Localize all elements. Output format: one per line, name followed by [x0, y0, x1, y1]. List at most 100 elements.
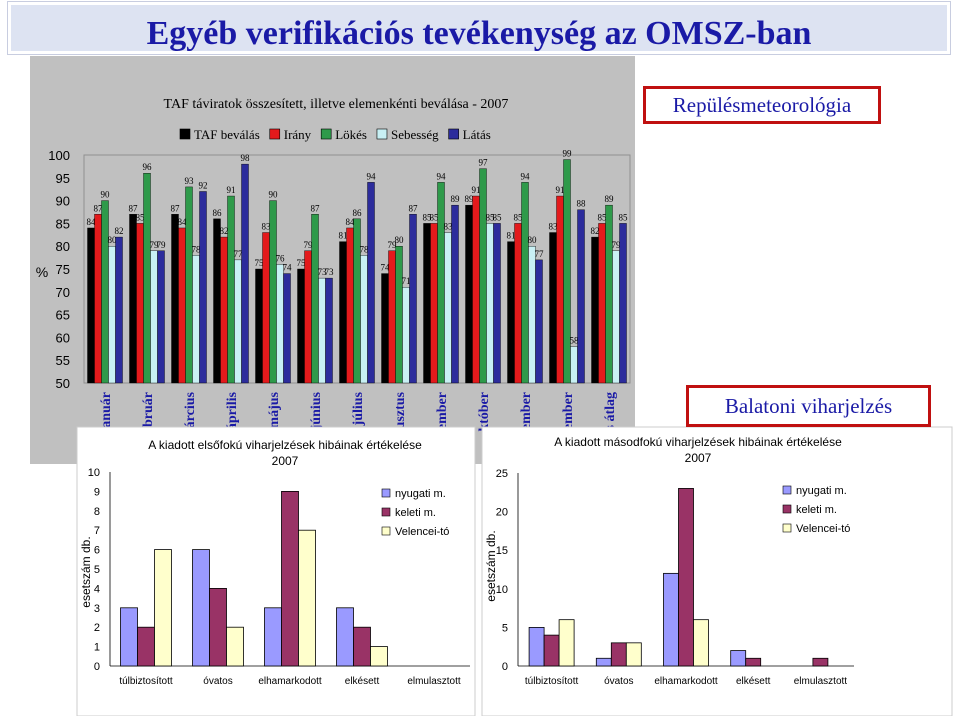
b2-bar	[812, 657, 829, 667]
b2-x-tick-label: elhamarkodott	[654, 676, 718, 687]
b2-y-tick-label: 10	[496, 584, 508, 596]
taf-x-tick-label: tember	[435, 392, 450, 435]
taf-x-tick-label: április	[225, 391, 240, 430]
b2-legend-swatch	[782, 504, 792, 514]
b1-x-tick-label: óvatos	[203, 676, 232, 687]
taf-y-tick-label: 70	[56, 285, 70, 300]
taf-data-label: 84	[346, 217, 356, 227]
b1-y-tick-label: 7	[94, 525, 100, 537]
taf-data-label: 81	[507, 231, 516, 241]
b2-title: A kiadott másodfokú viharjelzések hibáin…	[554, 435, 842, 449]
taf-data-label: 94	[521, 171, 531, 181]
taf-bar	[535, 259, 543, 384]
taf-data-label: 97	[479, 158, 489, 168]
b1-title: A kiadott elsőfokú viharjelzések hibáina…	[148, 438, 422, 452]
taf-legend-swatch	[448, 128, 459, 140]
b2-y-tick-label: 0	[502, 661, 508, 673]
taf-y-tick-label: 80	[56, 239, 70, 254]
b2-bar	[543, 634, 560, 667]
b1-y-tick-label: 8	[94, 506, 100, 518]
taf-data-label: 76	[276, 253, 286, 263]
taf-legend-swatch	[376, 128, 388, 140]
balatoni-viharjelzes-badge: Balatoni viharjelzés	[686, 385, 931, 427]
b1-x-tick-label: elkésett	[345, 676, 380, 687]
taf-legend: TAF beválás Irány Lökés Sebesség Látás	[179, 127, 491, 142]
taf-data-label: 89	[451, 194, 461, 204]
b2-background	[481, 426, 953, 716]
taf-y-tick-label: 95	[56, 171, 70, 186]
taf-data-label: 75	[255, 258, 265, 268]
b2-x-tick-label: óvatos	[604, 676, 633, 687]
taf-y-tick-label: 75	[56, 262, 70, 277]
taf-data-label: 83	[262, 222, 272, 232]
taf-data-label: 79	[157, 240, 167, 250]
taf-data-label: 88	[577, 199, 587, 209]
taf-data-label: 85	[598, 212, 608, 222]
taf-bar	[115, 236, 123, 384]
taf-data-label: 96	[143, 162, 153, 172]
b1-x-tick-label: túlbiztosított	[119, 676, 173, 687]
b1-legend-swatch	[381, 526, 391, 536]
taf-legend-label: TAF beválás	[194, 127, 260, 142]
taf-data-label: 78	[360, 244, 370, 254]
taf-legend-label: Irány	[284, 127, 312, 142]
b2-bar	[693, 619, 709, 667]
taf-data-label: 94	[367, 171, 377, 181]
taf-x-tick-label: gusztus	[393, 391, 408, 436]
b2-bar	[595, 657, 612, 667]
b1-y-tick-label: 0	[94, 661, 100, 673]
b2-y-tick-label: 5	[502, 622, 508, 634]
taf-bar	[241, 163, 249, 384]
title-banner: Egyéb verifikációs tevékenység az OMSZ-b…	[8, 2, 950, 54]
taf-bar	[493, 223, 501, 384]
b1-bar	[226, 626, 244, 667]
taf-data-label: 82	[220, 226, 229, 236]
taf-chart-title: TAF táviratok összesített, illetve eleme…	[164, 97, 509, 112]
taf-data-label: 91	[472, 185, 481, 195]
page-title: Egyéb verifikációs tevékenység az OMSZ-b…	[146, 15, 812, 52]
b1-legend-label: Velencei-tó	[395, 526, 449, 538]
b2-legend-label: nyugati m.	[796, 485, 847, 497]
taf-legend-swatch	[320, 128, 332, 140]
b2-legend-label: keleti m.	[796, 504, 837, 516]
taf-data-label: 79	[304, 240, 314, 250]
taf-data-label: 85	[430, 212, 440, 222]
b2-bar	[610, 642, 627, 667]
taf-data-label: 85	[514, 212, 524, 222]
b1-legend-label: nyugati m.	[395, 488, 446, 500]
b2-x-tick-label: túlbiztosított	[525, 676, 579, 687]
taf-y-tick-label: 60	[56, 330, 70, 345]
b2-legend-swatch	[782, 485, 792, 495]
taf-data-label: 85	[619, 212, 629, 222]
b1-y-tick-label: 1	[94, 642, 100, 654]
taf-data-label: 87	[129, 203, 139, 213]
taf-data-label: 80	[108, 235, 118, 245]
taf-data-label: 79	[150, 240, 160, 250]
b1-bar	[370, 646, 388, 667]
b2-y-tick-label: 25	[496, 468, 508, 480]
taf-data-label: 83	[444, 222, 454, 232]
b2-legend-label: Velencei-tó	[796, 523, 850, 535]
taf-bar	[563, 159, 571, 384]
taf-data-label: 90	[269, 190, 279, 200]
taf-legend-label: Látás	[463, 127, 491, 142]
taf-data-label: 99	[563, 149, 573, 159]
taf-legend-swatch	[179, 128, 191, 140]
taf-data-label: 87	[409, 203, 419, 213]
taf-bars: 8487908082878596797987849378928682917798…	[87, 149, 629, 384]
b2-legend-swatch	[782, 523, 792, 533]
taf-bar	[325, 277, 333, 384]
taf-legend-label: Lökés	[335, 127, 367, 142]
taf-y-tick-label: 85	[56, 216, 70, 231]
taf-y-tick-label: 55	[56, 353, 70, 368]
b1-y-tick-label: 4	[94, 583, 100, 595]
b1-y-tick-label: 6	[94, 545, 100, 557]
repulesmeteorologia-badge: Repülésmeteorológia	[643, 86, 881, 124]
taf-bar	[451, 204, 459, 384]
taf-data-label: 98	[241, 153, 251, 163]
taf-data-label: 74	[283, 263, 293, 273]
b2-y-tick-label: 15	[496, 545, 508, 557]
taf-y-tick-label: 100	[48, 148, 70, 163]
taf-data-label: 85	[493, 212, 503, 222]
